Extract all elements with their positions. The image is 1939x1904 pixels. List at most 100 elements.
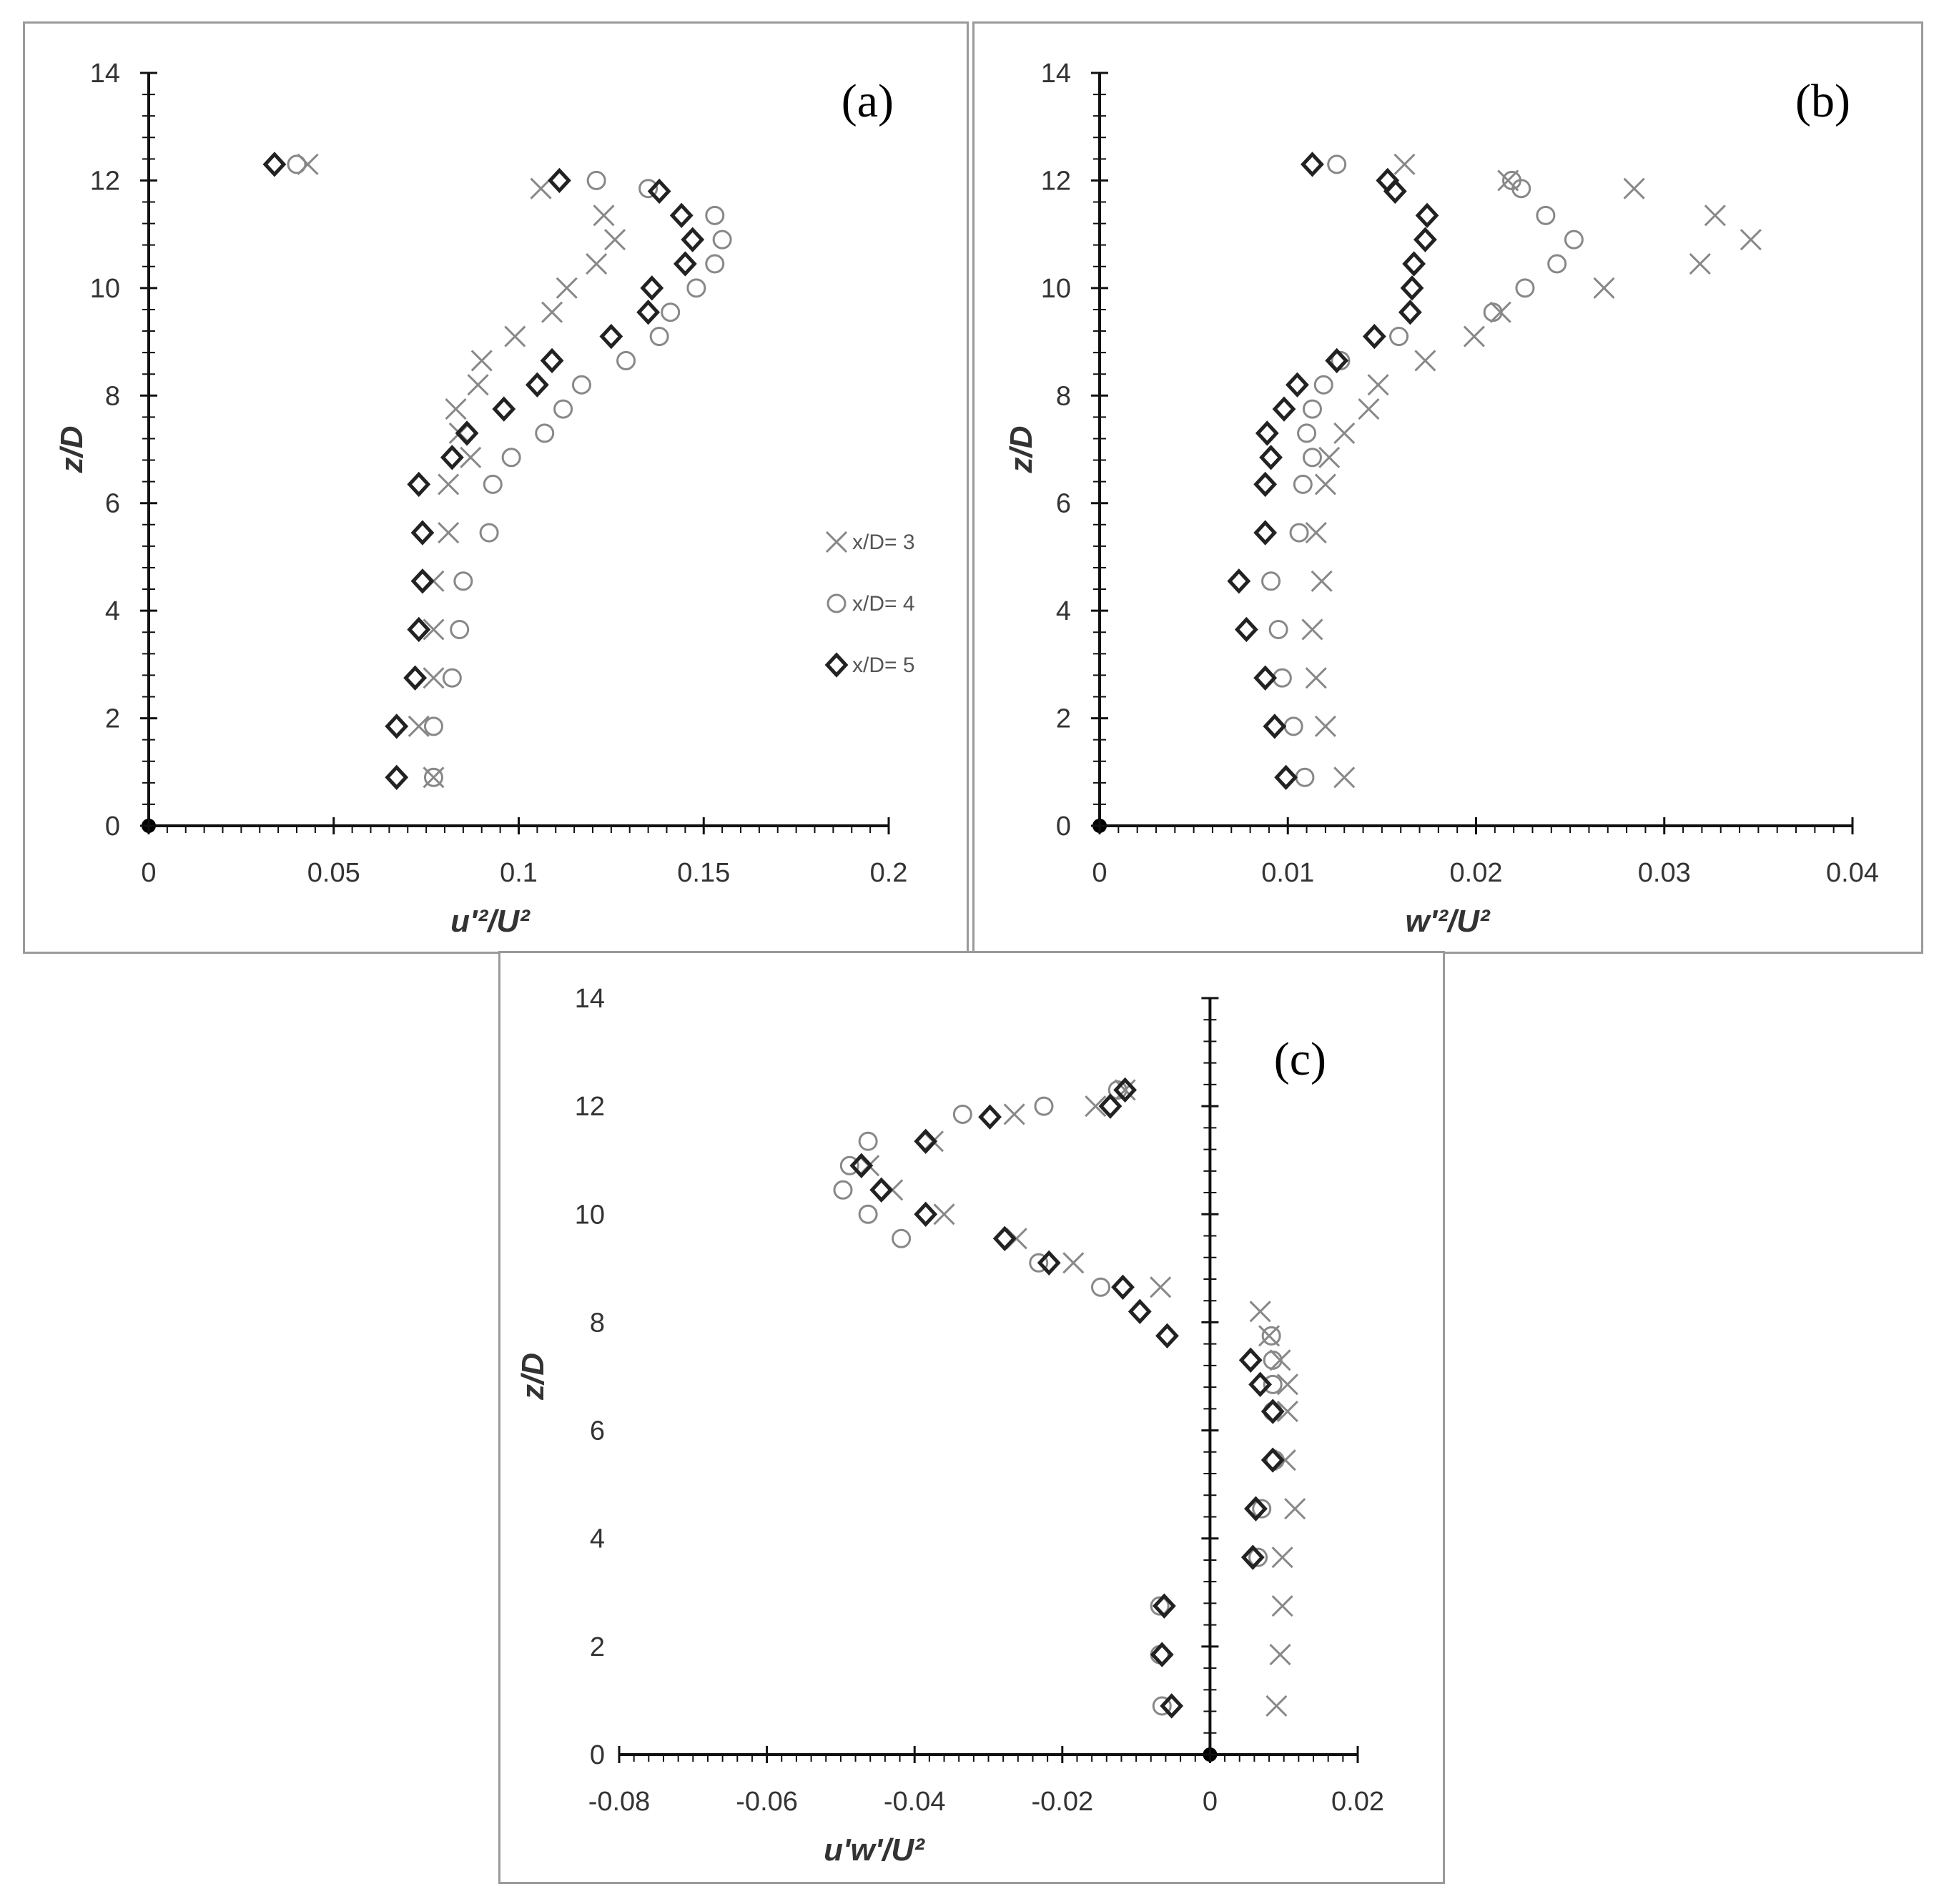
- data-point: [1376, 167, 1400, 194]
- data-point: [1253, 520, 1278, 546]
- y-tick-label: 12: [575, 1092, 605, 1122]
- data-point: [403, 665, 428, 691]
- data-point: [1389, 327, 1409, 347]
- data-point: [849, 1153, 874, 1178]
- data-point: [673, 251, 697, 277]
- data-point: [423, 716, 443, 736]
- data-point: [470, 350, 493, 372]
- data-point: [1325, 347, 1349, 374]
- x-tick-label: 0: [1092, 858, 1107, 888]
- data-point: [1253, 665, 1278, 691]
- data-point: [1260, 1399, 1285, 1424]
- y-tick-label: 2: [590, 1632, 605, 1662]
- data-point: [616, 350, 636, 370]
- y-tick-label: 2: [1056, 704, 1071, 734]
- data-point: [1113, 1077, 1138, 1103]
- data-point: [1295, 767, 1315, 787]
- legend-marker: [827, 593, 847, 613]
- data-point: [1029, 1253, 1049, 1273]
- series-o: [1261, 154, 1584, 787]
- data-point: [1547, 254, 1567, 274]
- data-point: [586, 170, 606, 190]
- data-point: [385, 714, 409, 739]
- data-point: [423, 766, 445, 789]
- y-tick-label: 0: [590, 1740, 605, 1770]
- data-point: [1152, 1593, 1176, 1619]
- x-axis-title: u'w'/U²: [824, 1833, 925, 1868]
- data-point: [705, 254, 725, 274]
- data-point: [408, 715, 430, 737]
- data-point: [262, 152, 287, 177]
- data-point: [586, 252, 608, 275]
- data-point: [556, 277, 578, 299]
- x-tick-label: 0.03: [1638, 858, 1691, 888]
- y-tick-label: 0: [105, 812, 120, 842]
- data-point: [553, 399, 573, 419]
- data-point: [1098, 1093, 1123, 1119]
- data-point: [1362, 323, 1386, 350]
- data-point: [1107, 1080, 1128, 1100]
- data-point: [1305, 522, 1327, 544]
- data-point: [892, 1228, 912, 1248]
- data-point: [1564, 230, 1584, 250]
- data-point: [858, 1204, 878, 1224]
- data-point: [450, 619, 470, 639]
- data-point: [460, 446, 482, 468]
- data-point: [1313, 375, 1333, 395]
- data-point: [647, 178, 671, 204]
- data-point: [1400, 275, 1424, 301]
- y-axis-title: z/D: [515, 1353, 551, 1401]
- data-point: [1265, 1695, 1288, 1717]
- y-tick-label: 12: [90, 166, 120, 196]
- data-point: [1302, 399, 1322, 419]
- y-tick-label: 4: [590, 1524, 605, 1554]
- data-point: [1261, 571, 1281, 591]
- y-tick-label: 14: [575, 984, 605, 1014]
- data-point: [1271, 1595, 1293, 1617]
- x-tick-label: 0.05: [307, 858, 360, 888]
- data-point: [1314, 715, 1336, 737]
- legend-marker: [824, 652, 849, 678]
- y-tick-label: 8: [590, 1308, 605, 1338]
- panel-label: (c): [1274, 1033, 1326, 1085]
- series-x: [858, 1079, 1306, 1717]
- data-point: [1293, 474, 1313, 494]
- data-point: [479, 523, 499, 543]
- x-tick-label: -0.02: [1031, 1787, 1093, 1817]
- chart-panel-b: 0 0.01 0.02 0.03 0.04 0 2 4 6 8 10 12 14 w'²/U² z/D (b): [972, 21, 1923, 954]
- y-tick-label: 2: [105, 704, 120, 734]
- data-point: [1274, 764, 1298, 790]
- data-point: [1515, 278, 1535, 298]
- data-point: [839, 1155, 859, 1175]
- data-point: [1263, 1350, 1283, 1370]
- data-point: [681, 227, 705, 252]
- data-point: [1314, 473, 1336, 495]
- data-point: [1155, 1323, 1179, 1348]
- data-point: [1085, 1095, 1107, 1118]
- data-point: [914, 1128, 938, 1154]
- y-tick-label: 12: [1041, 166, 1071, 196]
- data-point: [1333, 766, 1356, 789]
- data-point: [1367, 374, 1389, 396]
- data-point: [1305, 667, 1327, 689]
- data-point: [603, 229, 626, 251]
- data-point: [1311, 570, 1333, 592]
- data-point: [640, 275, 664, 301]
- data-point: [440, 445, 464, 470]
- data-point: [1150, 1276, 1172, 1298]
- y-tick-label: 14: [90, 59, 120, 89]
- series-d: [849, 1077, 1285, 1719]
- data-point: [492, 396, 516, 422]
- data-point: [1463, 325, 1485, 347]
- data-point: [1276, 1373, 1298, 1396]
- data-point: [869, 1177, 894, 1203]
- data-point: [705, 205, 725, 225]
- data-point: [1327, 154, 1347, 174]
- series-d: [1227, 152, 1439, 790]
- y-tick-label: 4: [105, 596, 120, 626]
- data-point: [1358, 398, 1380, 420]
- data-point: [1623, 177, 1645, 199]
- data-point: [1240, 1544, 1265, 1570]
- data-point: [1227, 568, 1251, 594]
- data-point: [992, 1225, 1017, 1251]
